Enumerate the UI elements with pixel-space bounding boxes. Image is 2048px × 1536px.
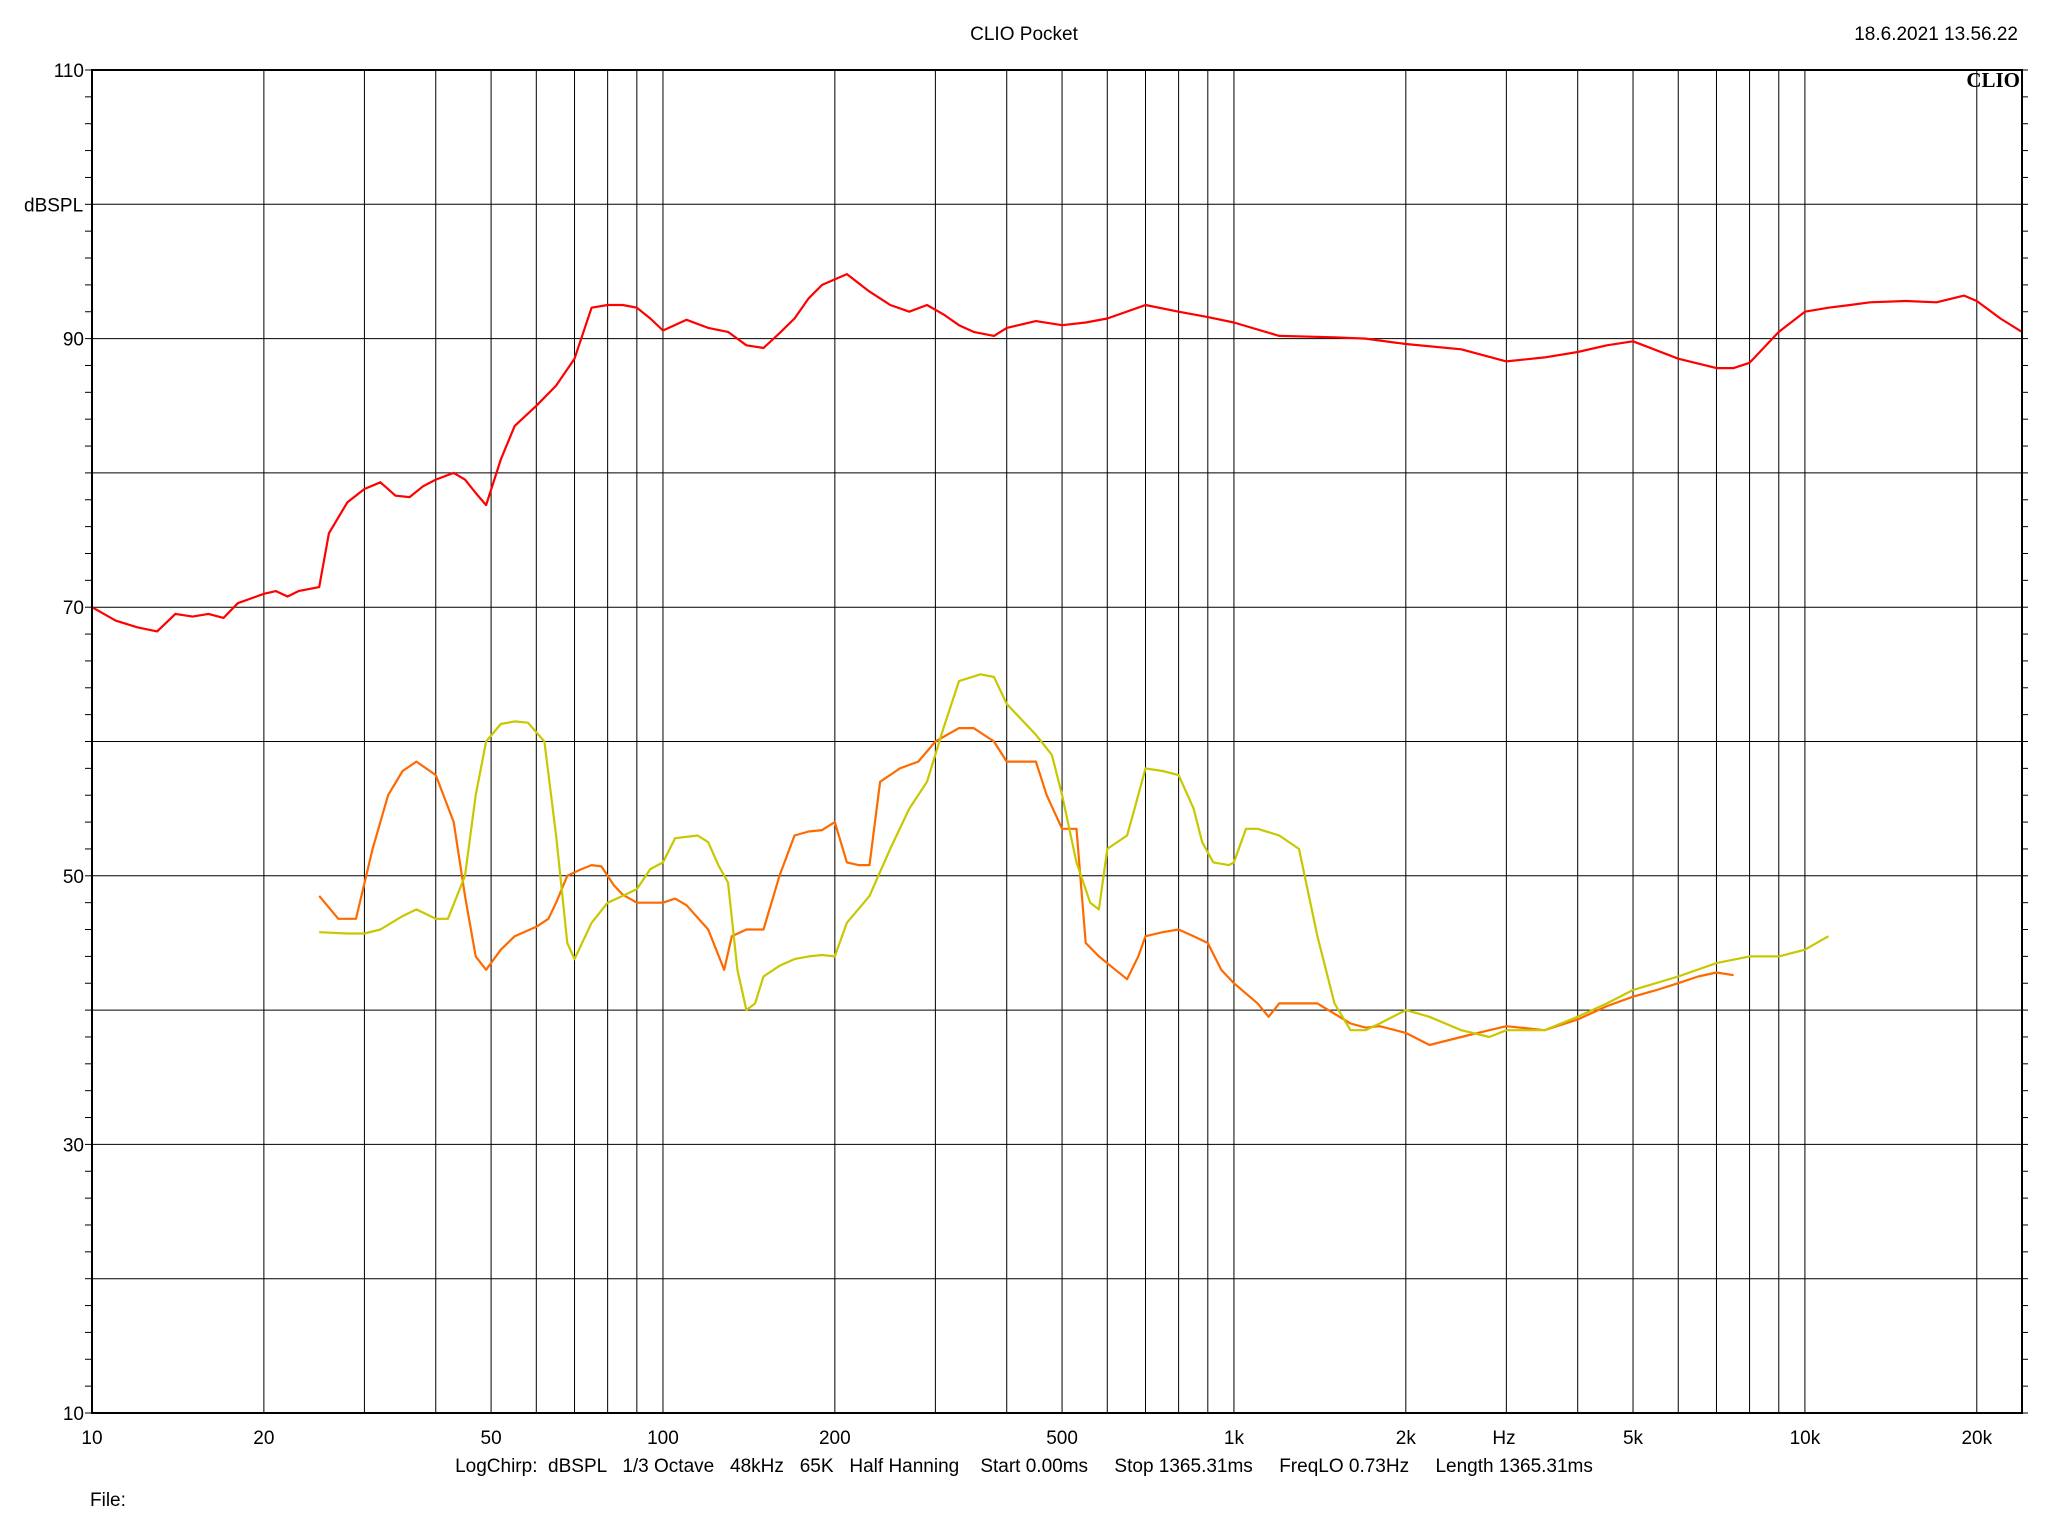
file-label: File: — [90, 1490, 126, 1511]
x-tick-label: 50 — [481, 1428, 502, 1449]
series-layer — [91, 273, 2023, 1047]
series-line-3 — [319, 673, 1830, 1039]
chart-title: CLIO Pocket — [970, 24, 1078, 45]
x-tick-label: 100 — [647, 1428, 679, 1449]
x-tick-label: 200 — [819, 1428, 851, 1449]
x-tick-label: 500 — [1046, 1428, 1078, 1449]
plot-frame — [91, 69, 2023, 1414]
series-line-1 — [91, 273, 2023, 633]
y-tick-label: 90 — [63, 330, 84, 351]
timestamp: 18.6.2021 13.56.22 — [1854, 24, 2018, 45]
axis-ticks: 10 30 50 70 90 110 10 20 50 100 200 500 1k 2k 5k 10k 20k — [54, 61, 2028, 1449]
measurement-settings: LogChirp: dBSPL 1/3 Octave 48kHz 65K Hal… — [455, 1456, 1593, 1477]
plot-grid — [92, 70, 2022, 1413]
x-tick-label: 20 — [253, 1428, 274, 1449]
x-tick-label: 10k — [1790, 1428, 1821, 1449]
x-tick-label: 2k — [1396, 1428, 1417, 1449]
y-axis-label: dBSPL — [24, 195, 83, 216]
series-line-2 — [318, 727, 1734, 1047]
clio-brand-mark: CLIO — [1966, 68, 2020, 92]
y-tick-label: 110 — [54, 61, 84, 82]
x-tick-label: 5k — [1623, 1428, 1644, 1449]
y-tick-label: 30 — [63, 1135, 84, 1156]
x-axis-label: Hz — [1492, 1428, 1515, 1449]
y-tick-label: 10 — [63, 1404, 84, 1425]
x-tick-label: 1k — [1224, 1428, 1245, 1449]
y-tick-label: 50 — [63, 867, 84, 888]
x-tick-label: 20k — [1961, 1428, 1992, 1449]
x-tick-label: 10 — [81, 1428, 102, 1449]
y-tick-label: 70 — [63, 598, 84, 619]
